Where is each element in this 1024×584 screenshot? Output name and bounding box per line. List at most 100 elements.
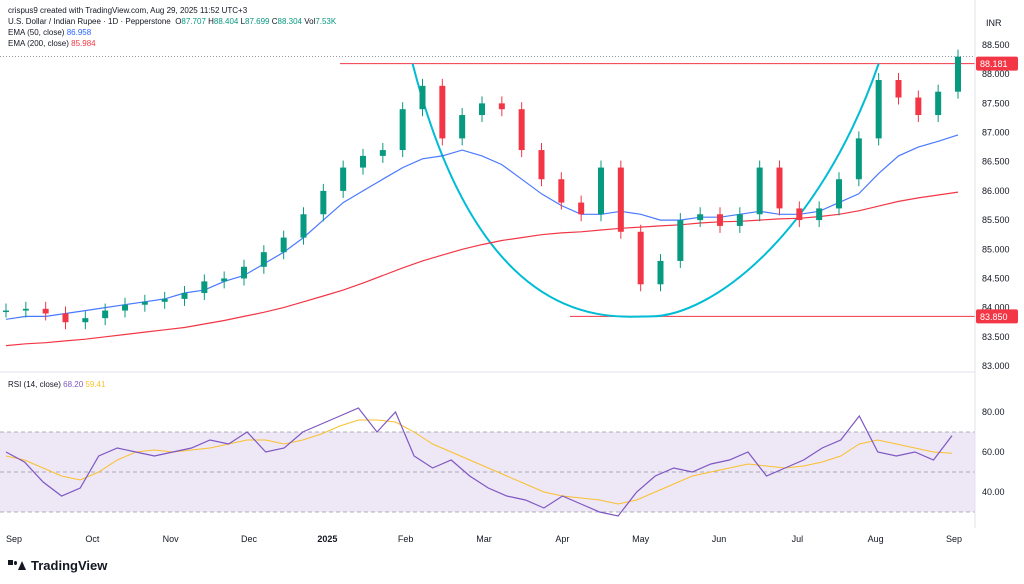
time-tick-label: Apr [555, 534, 569, 544]
price-tick-label: 83.000 [982, 361, 1010, 371]
rsi-legend[interactable]: RSI (14, close) 68.20 59.41 [8, 380, 105, 389]
tradingview-logo-icon [8, 559, 26, 573]
candle-body [915, 97, 922, 116]
candle-body [141, 301, 148, 305]
rsi-value: 68.20 [63, 380, 84, 389]
ema50-legend[interactable]: EMA (50, close) 86.958 [8, 27, 336, 38]
rsi-line [5, 407, 953, 517]
rsi-label: RSI (14, close) [8, 380, 61, 389]
price-tick-label: 87.000 [982, 128, 1010, 138]
candle-body [201, 281, 208, 294]
candle-body [756, 167, 763, 215]
price-tick-label: 84.000 [982, 303, 1010, 313]
candle-body [439, 85, 446, 139]
rsi-tick-label: 80.00 [982, 407, 1005, 417]
price-level-label: 88.181 [980, 59, 1008, 69]
cup-pattern-curve [411, 63, 880, 318]
time-tick-label: May [632, 534, 650, 544]
time-tick-label: Dec [241, 534, 258, 544]
candle-body [122, 304, 128, 311]
candle-body [816, 208, 823, 221]
ema50-value: 86.958 [66, 28, 92, 37]
rsi-axis-labels: 80.00 60.00 40.00 [982, 407, 1005, 497]
price-tick-label: 85.000 [982, 244, 1010, 254]
candle-body [399, 109, 406, 151]
price-tick-label: 86.500 [982, 157, 1010, 167]
candle-body [895, 80, 902, 98]
candle-body [280, 237, 287, 253]
rsi-pane: 80.00 60.00 40.00 [0, 407, 1005, 517]
price-tick-label: 83.500 [982, 332, 1010, 342]
candle-body [935, 91, 942, 116]
candle-body [677, 220, 684, 261]
candle-body [657, 260, 664, 285]
candle-body [578, 202, 585, 215]
candle-body [42, 308, 49, 314]
rsi-ma-value: 59.41 [85, 380, 106, 389]
price-level-tag [976, 309, 1018, 324]
time-axis: Sep Oct Nov Dec 2025 Feb Mar Apr May Jun Jul Aug Sep [6, 534, 962, 544]
price-axis-labels: 88.500 88.000 87.500 87.000 86.500 86.000 85.5… [982, 40, 1010, 371]
price-levels: 88.181 83.850 [0, 55, 1018, 324]
ohlc-open: 87.707 [181, 17, 206, 26]
price-tick-label: 88.000 [982, 69, 1010, 79]
ema200-legend[interactable]: EMA (200, close) 85.984 [8, 38, 336, 49]
ema200-label: EMA (200, close) [8, 39, 69, 48]
candle-body [776, 167, 783, 209]
price-tick-label: 85.500 [982, 215, 1010, 225]
candle-body [3, 310, 9, 313]
candle-body [955, 56, 961, 92]
brand-name: TradingView [31, 558, 108, 573]
price-tick-label: 84.500 [982, 273, 1010, 283]
candle-body [697, 214, 704, 221]
time-tick-label: Sep [946, 534, 962, 544]
price-level-tag [976, 56, 1018, 71]
price-candles [3, 49, 961, 330]
ema-200-line [5, 191, 959, 347]
rsi-ma-line [5, 419, 953, 505]
ema50-label: EMA (50, close) [8, 28, 65, 37]
candle-body [479, 103, 485, 116]
time-tick-label: Feb [398, 534, 414, 544]
time-tick-label: Sep [6, 534, 22, 544]
candle-body [221, 278, 228, 282]
tradingview-brand[interactable]: TradingView [8, 558, 107, 573]
ema-50-line [5, 134, 959, 320]
candle-body [419, 85, 426, 110]
candle-body [360, 155, 366, 168]
ohlc-close: 88.304 [277, 17, 302, 26]
chart-legend: crispus9 created with TradingView.com, A… [8, 5, 336, 49]
ohlc-volume: 7.53K [315, 17, 337, 26]
candle-body [498, 103, 505, 110]
candle-body [598, 167, 604, 215]
candle-body [260, 252, 267, 267]
candle-body [558, 179, 565, 203]
candle-body [717, 214, 723, 226]
candle-body [875, 80, 882, 139]
price-tick-label: 86.000 [982, 186, 1010, 196]
ema200-value: 85.984 [71, 39, 96, 48]
time-tick-label: Mar [476, 534, 492, 544]
rsi-reference-lines [0, 431, 975, 513]
candle-body [340, 167, 347, 191]
candle-body [379, 150, 386, 156]
candle-body [518, 109, 525, 151]
ohlc-high: 88.404 [213, 17, 239, 26]
candle-body [796, 208, 803, 221]
candle-body [538, 150, 545, 180]
candle-body [161, 298, 168, 302]
candle-body [22, 308, 29, 311]
symbol-name: U.S. Dollar / Indian Rupee · 1D · Pepper… [8, 17, 171, 26]
rsi-tick-label: 60.00 [982, 447, 1005, 457]
candle-body [617, 167, 624, 232]
candle-body [736, 214, 743, 226]
time-tick-label: Oct [85, 534, 100, 544]
time-tick-label: Jul [792, 534, 804, 544]
candle-body [637, 231, 644, 285]
candle-body [181, 293, 188, 299]
time-tick-label: Jun [712, 534, 727, 544]
rsi-tick-label: 40.00 [982, 487, 1005, 497]
price-tick-label: 88.500 [982, 40, 1010, 50]
candle-body [836, 179, 842, 209]
